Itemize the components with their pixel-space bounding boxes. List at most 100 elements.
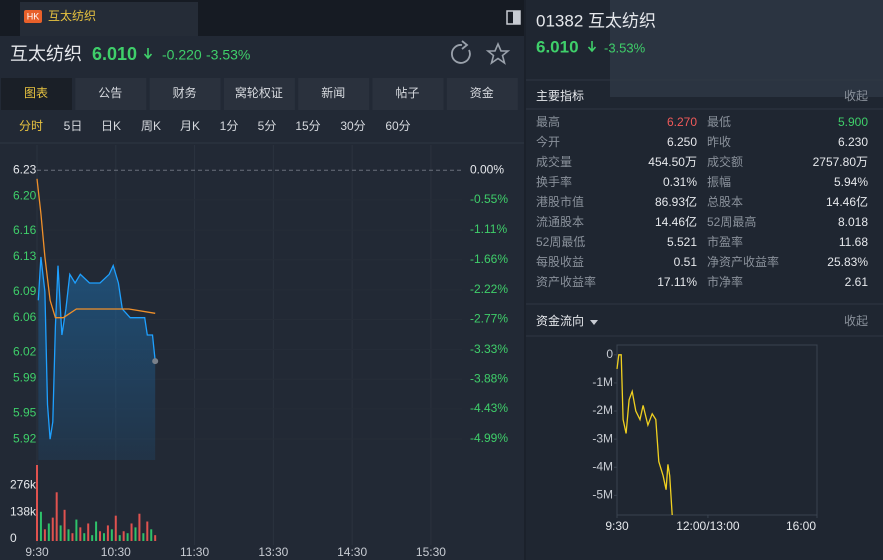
nav-label[interactable]: 窝轮权证	[235, 85, 283, 100]
y2-tick-label: -4.43%	[470, 401, 508, 415]
y-tick-label: 6.16	[13, 223, 37, 237]
period-tab[interactable]: 月K	[180, 119, 200, 133]
right-change-pct: -3.53%	[604, 40, 646, 55]
period-tab[interactable]: 1分	[220, 119, 239, 133]
down-arrow	[587, 41, 597, 53]
flow-title[interactable]: 资金流向	[536, 313, 584, 328]
collapse-button[interactable]: 收起	[844, 314, 868, 328]
metric-label: 今开	[536, 134, 560, 149]
metrics-title: 主要指标	[536, 88, 584, 103]
volume-bar	[142, 533, 145, 541]
volume-bar	[95, 521, 98, 541]
nav-button[interactable]	[372, 78, 444, 110]
volume-bar	[126, 533, 129, 541]
tab-name: 互太纺织	[48, 8, 96, 23]
period-tab[interactable]: 30分	[340, 119, 365, 133]
metric-value: 454.50万	[648, 155, 697, 169]
y-tick-label: 5.95	[13, 405, 37, 419]
nav-label[interactable]: 帖子	[395, 85, 419, 100]
flow-y-tick-label: -5M	[592, 488, 613, 502]
flow-y-tick-label: -2M	[592, 403, 613, 417]
volume-bar	[79, 527, 82, 541]
volume-bar	[99, 531, 102, 541]
y2-tick-label: 0.00%	[470, 162, 504, 176]
metric-value: 0.51	[674, 255, 698, 269]
stock-tab[interactable]	[20, 2, 198, 36]
metric-value: 6.250	[667, 135, 697, 149]
volume-bar	[36, 465, 38, 541]
y2-tick-label: -1.11%	[470, 222, 507, 236]
y2-tick-label: -4.99%	[470, 431, 508, 445]
nav-label[interactable]: 图表	[24, 86, 48, 100]
star-icon[interactable]	[485, 41, 511, 65]
metric-value: 5.521	[667, 235, 697, 249]
metric-value: 8.018	[838, 215, 868, 229]
refresh-icon[interactable]	[451, 40, 471, 64]
nav-label[interactable]: 公告	[98, 86, 122, 100]
flow-x-tick-label: 12:00/13:00	[676, 519, 740, 533]
flow-y-tick-label: -4M	[592, 459, 613, 473]
metric-label: 港股市值	[536, 194, 584, 209]
nav-button[interactable]	[446, 78, 518, 110]
volume-bar	[59, 525, 62, 541]
period-tab[interactable]: 分时	[19, 119, 43, 133]
volume-bar	[150, 529, 153, 541]
x-tick-label: 13:30	[258, 545, 288, 559]
nav-button[interactable]	[298, 78, 370, 110]
metric-label: 成交量	[536, 154, 572, 169]
period-tab[interactable]: 日K	[101, 119, 121, 133]
volume-bar	[43, 529, 46, 541]
flow-y-tick-label: -3M	[592, 431, 613, 445]
metric-label: 最高	[536, 114, 560, 129]
dropdown-caret	[590, 320, 598, 325]
flow-line	[616, 354, 673, 516]
y2-tick-label: -2.22%	[470, 282, 508, 296]
metric-label: 流通股本	[536, 215, 584, 229]
metric-label: 资产收益率	[536, 274, 596, 289]
stock-change-pct: -3.53%	[206, 47, 250, 63]
period-tab[interactable]: 5分	[258, 119, 277, 133]
metric-label: 总股本	[707, 195, 743, 209]
nav-button[interactable]	[1, 78, 72, 110]
metric-label: 换手率	[536, 174, 572, 189]
volume-bar	[63, 509, 66, 541]
y-tick-label: 6.02	[13, 345, 37, 359]
metric-value: 17.11%	[657, 275, 697, 289]
volume-bar	[75, 519, 78, 541]
last-point	[152, 358, 159, 365]
collapse-button[interactable]: 收起	[844, 89, 868, 103]
nav-button[interactable]	[75, 78, 147, 110]
metric-label: 每股收益	[536, 254, 584, 269]
volume-bar	[91, 535, 94, 541]
stock-name: 互太纺织	[10, 44, 82, 64]
nav-label[interactable]: 新闻	[321, 85, 345, 100]
metric-value: 5.94%	[834, 175, 868, 189]
volume-bar	[102, 533, 105, 541]
volume-bar	[138, 513, 141, 541]
down-arrow	[143, 48, 153, 60]
nav-label[interactable]: 财务	[173, 85, 197, 100]
overlay-box	[610, 0, 883, 97]
y2-tick-label: -0.55%	[470, 192, 508, 206]
metric-value: 6.270	[667, 115, 697, 129]
volume-bar	[106, 525, 109, 541]
period-tab[interactable]: 60分	[385, 119, 410, 133]
volume-bar	[130, 523, 133, 541]
volume-bar	[114, 515, 117, 541]
period-tab[interactable]: 15分	[295, 119, 320, 133]
volume-bar	[51, 517, 54, 541]
metric-value: 86.93亿	[655, 194, 697, 209]
volume-bar	[39, 511, 42, 541]
nav-button[interactable]	[149, 78, 221, 110]
volume-bar	[67, 529, 70, 541]
y2-tick-label: -2.77%	[470, 312, 508, 326]
metric-label: 52周最高	[707, 214, 756, 229]
nav-label[interactable]: 资金	[470, 85, 494, 100]
period-tab[interactable]: 5日	[64, 119, 83, 133]
metric-label: 市净率	[707, 274, 743, 289]
nav-button[interactable]	[223, 78, 295, 110]
metric-label: 昨收	[707, 135, 731, 149]
metric-label: 净资产收益率	[707, 254, 779, 269]
period-tab[interactable]: 周K	[141, 119, 161, 133]
